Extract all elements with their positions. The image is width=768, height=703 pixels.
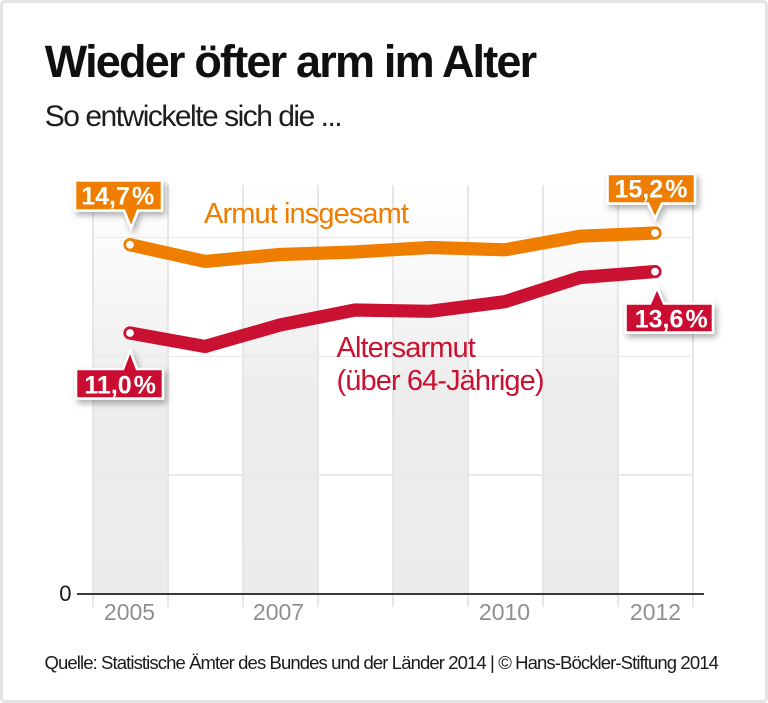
svg-text:15,2 %: 15,2 % xyxy=(615,176,688,204)
svg-text:13,6 %: 13,6 % xyxy=(635,305,708,333)
svg-text:11,0 %: 11,0 % xyxy=(84,371,156,399)
svg-text:14,7 %: 14,7 % xyxy=(81,183,154,211)
